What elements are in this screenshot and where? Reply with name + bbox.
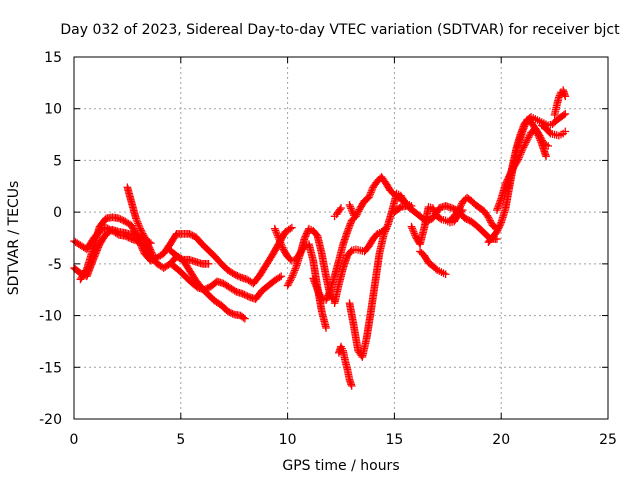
series-group <box>550 86 570 119</box>
series-group <box>335 342 356 390</box>
x-tick-label: 10 <box>279 432 297 448</box>
series-group <box>416 247 450 279</box>
y-axis-title: SDTVAR / TECUs <box>6 181 22 296</box>
data-point <box>337 204 345 212</box>
x-tick-label: 15 <box>385 432 403 448</box>
axis-ticks: 0 5 10 15 20 25 -20 -15 -10 -5 0 5 10 15 <box>39 50 617 448</box>
y-tick-label: 0 <box>53 205 62 221</box>
data-point <box>395 204 404 212</box>
y-tick-label: 5 <box>53 153 62 169</box>
y-tick-label: -15 <box>39 360 62 376</box>
data-point <box>542 152 550 161</box>
x-tick-label: 5 <box>176 432 185 448</box>
series-group <box>503 116 550 192</box>
series-group <box>345 201 358 220</box>
data-point <box>277 272 286 281</box>
x-tick-label: 25 <box>599 432 617 448</box>
series-group <box>446 193 501 233</box>
data-point <box>82 266 90 275</box>
series-group <box>76 213 296 288</box>
series-group <box>123 183 157 260</box>
series-group <box>407 203 467 249</box>
chart-title: Day 032 of 2023, Sidereal Day-to-day VTE… <box>60 22 620 38</box>
data-point <box>239 313 248 322</box>
data-point <box>561 92 570 101</box>
data-point <box>561 127 570 136</box>
series-group <box>168 261 286 303</box>
y-tick-label: -10 <box>39 309 62 325</box>
data-point <box>493 235 501 243</box>
data-point <box>149 251 157 260</box>
y-tick-label: 15 <box>44 50 62 66</box>
series-group <box>330 204 345 221</box>
data-point <box>441 270 450 279</box>
plot-frame <box>73 56 609 420</box>
series-group <box>345 189 409 361</box>
y-tick-label: -5 <box>48 257 62 273</box>
y-tick-label: -20 <box>39 412 62 428</box>
y-tick-label: 10 <box>44 102 62 118</box>
data-point <box>561 110 570 118</box>
data-point <box>204 260 213 268</box>
series-group <box>537 121 570 140</box>
data-point <box>349 211 358 220</box>
series-group <box>166 246 213 268</box>
data-point <box>560 111 568 119</box>
data-point <box>288 223 296 232</box>
data-points <box>70 86 570 390</box>
data-point <box>312 230 321 239</box>
x-axis-title: GPS time / hours <box>282 458 399 474</box>
data-point <box>241 314 249 323</box>
x-tick-label: 20 <box>492 432 510 448</box>
data-point <box>322 324 330 332</box>
x-tick-label: 0 <box>70 432 79 448</box>
data-point <box>347 382 356 390</box>
series-group <box>283 224 339 304</box>
